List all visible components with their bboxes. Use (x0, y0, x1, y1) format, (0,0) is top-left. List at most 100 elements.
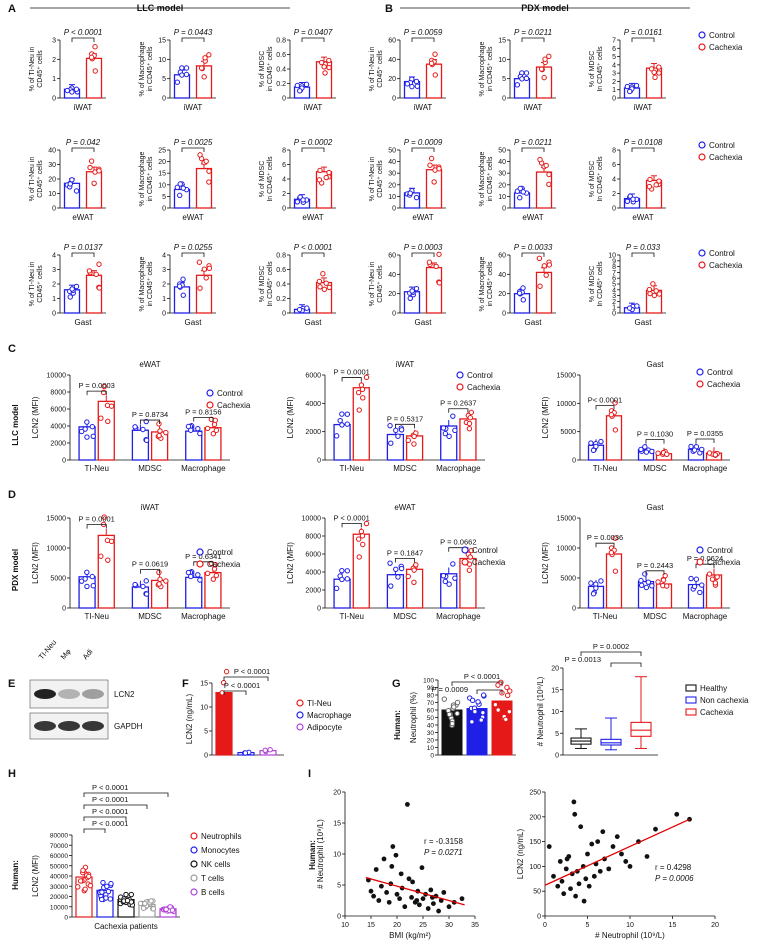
y-tick-label: 3 (162, 267, 166, 274)
bar (85, 171, 103, 209)
panel-letter-I: I (308, 768, 311, 780)
y-tick-label: 0 (502, 311, 506, 318)
data-point (706, 450, 713, 456)
data-point (519, 76, 525, 82)
legend: Control Cachexia (698, 31, 743, 52)
y-tick-label: 3 (52, 38, 56, 45)
bar (215, 691, 233, 756)
side-label-D: PDX model (11, 549, 20, 591)
bar (97, 400, 115, 461)
significance-bracket (223, 676, 269, 681)
y-tick-label: 4 (612, 62, 616, 69)
y-tick-label: 20 (333, 790, 341, 797)
data-point (387, 422, 393, 429)
significance-bracket (140, 569, 160, 574)
chart-D3: 0 5000 10000 15000 Gast LCN2 (MFI) P = 0.0036 T… (541, 503, 741, 621)
data-point (156, 569, 162, 576)
data-point (132, 581, 138, 588)
p-value: P = 0.0036 (587, 533, 623, 542)
significance-bracket (301, 252, 325, 257)
y-label: in CD45⁺ cells (487, 261, 494, 306)
data-point (143, 578, 149, 584)
data-point (223, 668, 230, 675)
data-point (541, 263, 548, 269)
significance-bracket (83, 804, 148, 809)
y-tick-label: 0.4 (276, 67, 286, 74)
data-point (409, 895, 414, 900)
data-point (333, 433, 340, 439)
band (82, 721, 104, 731)
data-point (436, 908, 441, 914)
chart-A1: 0 1 2 3 P < 0.0001 iWAT % of TI-Neu in CD45⁺ ce… (29, 28, 106, 112)
p-value: P = 0.042 (66, 138, 101, 147)
bar (425, 266, 443, 314)
y-label: % of Macrophage (139, 256, 146, 311)
panel-letter-A: A (8, 3, 16, 15)
y-tick-label: 3 (52, 267, 56, 274)
y-tick-label: 8000 (50, 390, 66, 397)
bar (173, 74, 191, 99)
data-point (197, 285, 203, 291)
y-tick-label: 8 (612, 264, 616, 271)
data-point (67, 294, 73, 300)
x-tick-label: 15 (367, 922, 375, 929)
data-point (84, 419, 90, 425)
y-tick-label: 2 (52, 57, 56, 64)
legend-marker (696, 546, 704, 554)
x-label: Gast (415, 318, 433, 327)
y-tick-label: 5 (162, 194, 166, 201)
y-tick-label: 5 (162, 76, 166, 83)
y-tick-label: 25 (158, 148, 166, 155)
x-label: iWAT (74, 103, 93, 112)
y-tick-label: 6 (612, 276, 616, 283)
data-point (612, 400, 618, 406)
legend-marker (698, 31, 706, 39)
data-point (389, 864, 395, 869)
significance-bracket (71, 147, 95, 152)
data-point (91, 180, 97, 187)
data-point (398, 565, 405, 572)
data-point (697, 589, 703, 596)
y-label: % of TI-Neu in (369, 262, 376, 307)
data-point (426, 259, 433, 265)
legend-label: Macrophage (307, 711, 352, 720)
data-point (411, 441, 417, 447)
bar (535, 271, 553, 314)
y-tick-label: 5000 (560, 576, 576, 583)
data-point (169, 907, 176, 913)
panel-letter-C: C (8, 343, 16, 355)
data-point (128, 891, 135, 898)
data-point (416, 902, 422, 908)
p-value: P = 0.0271 (424, 848, 463, 857)
y-tick-label: 4000 (305, 570, 321, 577)
data-point (196, 259, 203, 265)
data-point (588, 440, 594, 446)
data-point (88, 54, 95, 61)
data-point (450, 561, 456, 567)
data-point (87, 882, 94, 889)
p-value: P < 0.0001 (234, 667, 270, 676)
data-point (612, 568, 619, 574)
y-tick-label: 0 (392, 311, 396, 318)
data-point (78, 578, 85, 584)
significance-bracket (83, 816, 127, 821)
data-point (339, 422, 345, 428)
data-point (514, 82, 521, 88)
data-point (431, 179, 437, 185)
y-tick-label: 3 (612, 293, 616, 300)
data-point (645, 579, 652, 585)
y-tick-label: 40 (388, 272, 396, 279)
legend-marker (456, 371, 464, 379)
y-tick-label: 7 (612, 270, 616, 277)
data-point (413, 78, 420, 85)
data-point (339, 411, 345, 417)
y-tick-label: 40 (388, 159, 396, 166)
data-point (589, 841, 595, 847)
y-tick-label: 70 (427, 700, 435, 707)
band (58, 721, 80, 731)
data-point (495, 707, 501, 713)
data-point (82, 886, 88, 892)
x-label: iWAT (634, 103, 653, 112)
y-tick-label: 8000 (305, 534, 321, 541)
x-tick-label: TI-Neu (339, 612, 363, 621)
